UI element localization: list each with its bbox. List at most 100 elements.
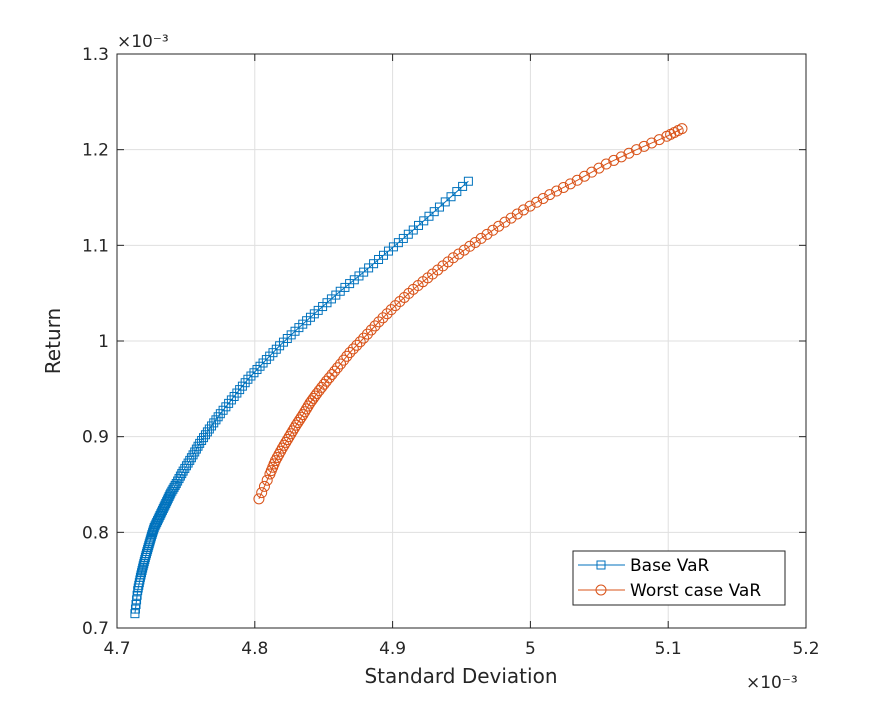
data-point-base-var [153,514,163,524]
y-tick-label: 1.1 [82,236,109,256]
x-tick-label: 5 [525,639,536,659]
data-point-base-var [161,498,171,508]
x-tick-label: 4.8 [241,639,268,659]
data-point-worst-case-var [518,204,530,216]
data-point-base-var [429,207,439,217]
data-point-worst-case-var [453,248,465,260]
data-point-base-var [137,568,147,578]
data-point-worst-case-var [551,185,563,197]
data-point-base-var [132,590,142,600]
x-exponent-label: ×10⁻³ [746,673,798,693]
legend: Base VaR Worst case VaR [572,550,786,606]
data-point-base-var [458,181,468,191]
data-point-base-var [414,220,424,230]
data-point-base-var [419,216,429,226]
data-point-worst-case-var [608,154,620,166]
data-point-worst-case-var [276,442,288,454]
data-point-worst-case-var [505,212,517,224]
data-point-worst-case-var [464,240,476,252]
data-point-base-var [177,469,187,479]
data-point-base-var [246,371,256,381]
data-point-base-var [215,409,225,419]
data-point-worst-case-var [381,308,393,320]
data-point-base-var [146,531,156,541]
x-tick-label: 5.1 [655,639,682,659]
data-point-worst-case-var [524,200,536,212]
data-point-base-var [235,385,245,395]
data-point-worst-case-var [447,252,459,264]
data-point-base-var [249,368,259,378]
data-point-base-var [160,500,170,510]
data-point-base-var [224,398,234,408]
y-tick-label: 1 [98,332,109,352]
y-exponent-label: ×10⁻³ [117,32,169,52]
data-point-base-var [148,528,158,538]
data-point-base-var [157,505,167,515]
data-point-worst-case-var [638,140,650,152]
data-point-worst-case-var [487,224,499,236]
data-point-worst-case-var [300,403,312,415]
data-point-worst-case-var [253,493,265,505]
data-point-base-var [213,412,223,422]
data-point-base-var [186,453,196,463]
data-point-base-var [155,510,165,520]
data-point-base-var [255,361,265,371]
data-point-worst-case-var [283,431,295,443]
data-point-worst-case-var [676,123,688,135]
data-point-base-var [157,507,167,517]
y-axis-label: Return [41,308,65,374]
data-point-worst-case-var [285,428,297,440]
data-point-base-var [218,405,228,415]
data-point-worst-case-var [287,425,299,437]
data-point-worst-case-var [531,196,543,208]
data-point-base-var [268,348,278,358]
legend-box [572,550,786,606]
data-point-worst-case-var [499,216,511,228]
data-point-worst-case-var [373,316,385,328]
data-point-base-var [132,595,142,605]
data-point-base-var [252,365,262,375]
x-tick-label: 5.2 [792,639,819,659]
data-point-worst-case-var [493,220,505,232]
data-point-worst-case-var [354,336,366,348]
data-point-base-var [261,355,271,365]
data-point-worst-case-var [469,236,481,248]
data-point-worst-case-var [288,422,300,434]
data-point-base-var [185,455,195,465]
data-point-base-var [131,599,141,609]
data-point-base-var [162,497,172,507]
data-point-worst-case-var [511,208,523,220]
data-point-worst-case-var [564,178,576,190]
legend-marker-worst-case-var [595,584,607,596]
data-point-base-var [226,395,236,405]
data-point-worst-case-var [377,312,389,324]
data-point-worst-case-var [351,339,363,351]
data-point-worst-case-var [369,320,381,332]
data-point-worst-case-var [361,328,373,340]
data-point-worst-case-var [278,439,290,451]
data-point-base-var [159,502,169,512]
data-point-base-var [156,509,166,519]
x-axis-label: Standard Deviation [364,664,557,688]
data-point-base-var [221,402,231,412]
data-point-base-var [136,570,146,580]
data-point-base-var [130,609,140,619]
ticks: 4.7 4.8 4.9 5 5.1 5.2 0.7 0.8 0.9 1 1.1 1.2 1.3 [82,45,820,659]
data-point-worst-case-var [261,474,273,486]
y-tick-label: 1.3 [82,45,109,65]
data-point-base-var [135,575,145,585]
data-point-worst-case-var [297,409,309,421]
legend-label-worst-case-var: Worst case VaR [630,581,761,601]
data-point-base-var [135,572,145,582]
data-point-base-var [271,344,281,354]
data-point-base-var [229,391,239,401]
data-point-worst-case-var [258,480,270,492]
data-point-worst-case-var [320,375,332,387]
data-point-base-var [152,517,162,527]
data-point-base-var [243,374,253,384]
data-point-base-var [147,529,157,539]
legend-marker-base-var [596,560,606,570]
data-point-base-var [183,458,193,468]
data-point-worst-case-var [631,144,643,156]
